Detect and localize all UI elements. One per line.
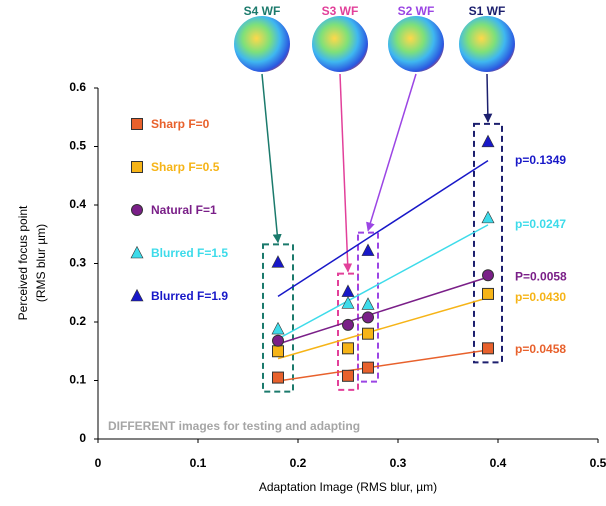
x-tick-label: 0 xyxy=(95,456,102,470)
y-tick-label: 0.5 xyxy=(69,139,86,153)
wavefront-label: S3 WF xyxy=(322,4,359,18)
trend-line xyxy=(277,297,489,360)
wavefront-label: S2 WF xyxy=(398,4,435,18)
x-axis-title: Adaptation Image (RMS blur, µm) xyxy=(259,480,437,494)
x-tick-label: 0.2 xyxy=(290,456,307,470)
point xyxy=(271,321,285,335)
point xyxy=(361,243,375,256)
trend-line xyxy=(277,224,489,340)
point xyxy=(342,342,354,355)
wavefront-label: S4 WF xyxy=(244,4,281,18)
wavefront-image xyxy=(234,16,290,72)
legend-marker xyxy=(130,288,144,302)
wavefront-image xyxy=(312,16,368,72)
y-tick-label: 0 xyxy=(79,431,86,445)
point xyxy=(342,318,354,331)
point xyxy=(272,334,284,347)
point xyxy=(362,327,374,340)
wavefront-label: S1 WF xyxy=(469,4,506,18)
point xyxy=(482,342,494,355)
point xyxy=(362,311,374,324)
y-axis-title-line: Perceived focus point xyxy=(16,205,30,320)
y-axis-title: Perceived focus point (RMS blur µm) xyxy=(16,205,48,320)
x-tick-label: 0.5 xyxy=(590,456,606,470)
x-tick-label: 0.1 xyxy=(190,456,207,470)
legend-marker xyxy=(131,204,143,216)
point xyxy=(361,297,375,310)
y-axis-title-line: (RMS blur µm) xyxy=(34,224,48,302)
legend-label: Sharp F=0 xyxy=(151,117,210,131)
trend-line xyxy=(277,276,489,345)
point xyxy=(342,369,354,382)
point xyxy=(341,284,355,297)
p-label: p=0.1349 xyxy=(515,153,566,167)
arrow xyxy=(366,73,417,232)
point xyxy=(481,134,495,148)
wavefront-image xyxy=(459,16,515,72)
x-tick-label: 0.4 xyxy=(490,456,507,470)
legend-label: Blurred F=1.5 xyxy=(151,246,228,260)
point xyxy=(362,361,374,374)
y-tick-label: 0.2 xyxy=(69,314,86,328)
column-box xyxy=(473,122,503,364)
y-tick-label: 0.6 xyxy=(69,80,86,94)
legend-label: Natural F=1 xyxy=(151,203,217,217)
column-box xyxy=(262,243,294,393)
point xyxy=(272,345,284,358)
p-label: p=0.0458 xyxy=(515,342,566,356)
x-tick-label: 0.3 xyxy=(390,456,407,470)
point xyxy=(271,255,285,268)
legend-label: Sharp F=0.5 xyxy=(151,160,220,174)
arrow xyxy=(261,73,282,244)
point xyxy=(272,371,284,384)
annotation: DIFFERENT images for testing and adaptin… xyxy=(108,419,360,433)
p-label: P=0.0058 xyxy=(515,269,567,283)
point xyxy=(341,296,355,309)
p-label: p=0.0247 xyxy=(515,217,566,231)
legend-marker xyxy=(130,245,144,259)
legend-marker xyxy=(131,161,143,173)
point xyxy=(482,269,494,282)
legend-marker xyxy=(131,118,143,130)
legend-label: Blurred F=1.9 xyxy=(151,289,228,303)
trend-line xyxy=(277,159,489,298)
y-tick-label: 0.1 xyxy=(69,373,86,387)
arrow xyxy=(339,73,353,273)
p-label: p=0.0430 xyxy=(515,290,566,304)
y-tick-label: 0.3 xyxy=(69,256,86,270)
trend-line xyxy=(277,349,489,382)
arrow xyxy=(483,73,493,123)
y-tick-label: 0.4 xyxy=(69,197,86,211)
wavefront-image xyxy=(388,16,444,72)
column-box xyxy=(357,231,379,383)
point xyxy=(482,287,494,300)
column-box xyxy=(337,272,359,391)
point xyxy=(481,210,495,224)
